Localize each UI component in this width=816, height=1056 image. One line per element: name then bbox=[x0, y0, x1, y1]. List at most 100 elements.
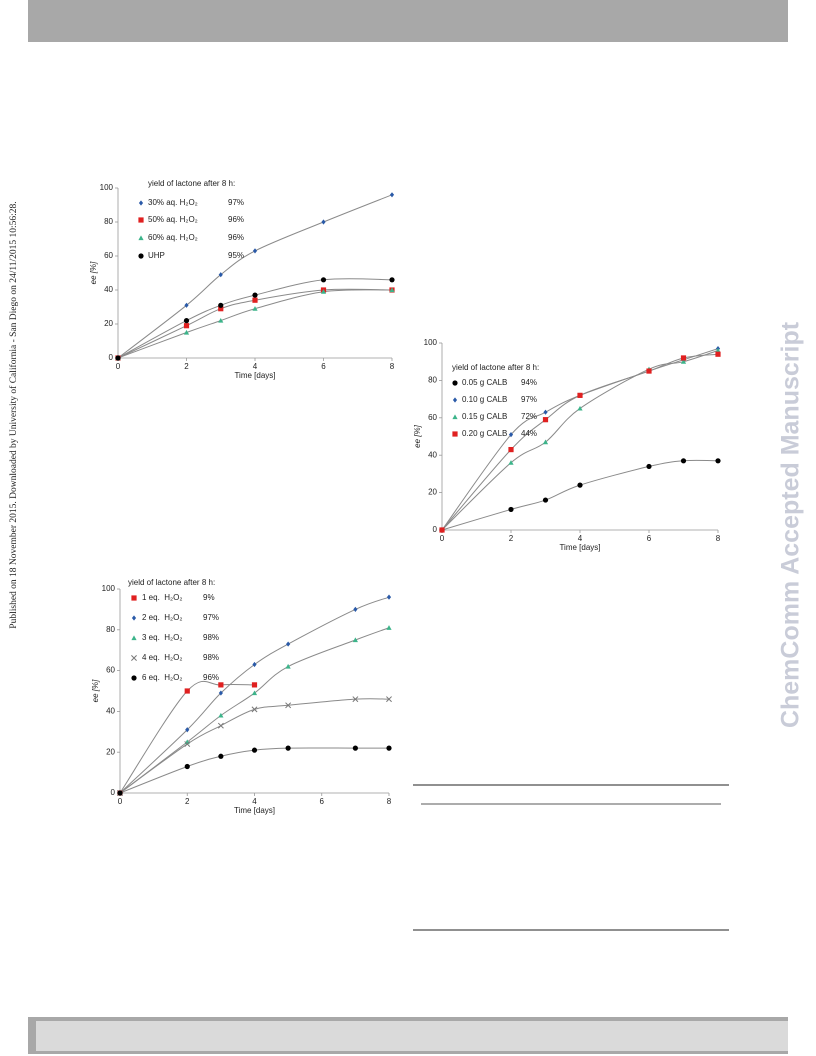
y-tick-label: 100 bbox=[100, 183, 114, 192]
legend-yield: 96% bbox=[228, 215, 244, 224]
x-tick-label: 6 bbox=[320, 797, 325, 806]
watermark: ChemComm Accepted Manuscript bbox=[777, 321, 805, 728]
legend-marker bbox=[131, 655, 137, 661]
marker bbox=[386, 625, 392, 630]
marker bbox=[252, 661, 257, 668]
x-tick-label: 6 bbox=[321, 362, 326, 371]
marker bbox=[184, 688, 190, 694]
x-axis-label: Time [days] bbox=[234, 806, 275, 815]
legend-marker bbox=[138, 200, 144, 206]
marker bbox=[352, 745, 358, 751]
legend-yield: 94% bbox=[521, 378, 537, 387]
y-tick-label: 20 bbox=[428, 488, 437, 497]
marker bbox=[715, 347, 721, 353]
marker bbox=[184, 741, 191, 747]
legend-marker bbox=[452, 380, 458, 386]
marker bbox=[218, 712, 224, 718]
x-tick-label: 4 bbox=[253, 362, 258, 371]
x-tick-label: 4 bbox=[252, 797, 257, 806]
legend-title: yield of lactone after 8 h: bbox=[452, 363, 539, 372]
marker bbox=[218, 690, 223, 696]
marker bbox=[251, 682, 258, 688]
marker bbox=[386, 745, 392, 751]
marker bbox=[389, 277, 395, 283]
marker bbox=[680, 355, 687, 361]
legend-label: 60% aq. H₂O₂ bbox=[148, 233, 198, 242]
y-tick-label: 60 bbox=[428, 413, 437, 422]
legend-label: 0.10 g CALB bbox=[462, 395, 507, 404]
marker bbox=[252, 292, 258, 298]
x-tick-label: 2 bbox=[509, 534, 514, 543]
legend-yield: 44% bbox=[521, 429, 537, 438]
marker bbox=[184, 763, 190, 770]
marker bbox=[508, 506, 514, 513]
legend-label: 0.05 g CALB bbox=[462, 378, 507, 387]
legend-marker bbox=[452, 397, 458, 403]
y-axis-label: ee [%] bbox=[89, 261, 98, 284]
legend-label: 6 eq. H₂O₂ bbox=[142, 673, 182, 682]
fit-curve bbox=[441, 348, 719, 531]
y-tick-label: 40 bbox=[104, 285, 113, 294]
legend-marker bbox=[452, 414, 458, 420]
marker bbox=[320, 277, 327, 283]
marker bbox=[286, 641, 291, 647]
marker bbox=[218, 306, 224, 312]
x-tick-label: 0 bbox=[116, 362, 121, 371]
legend-yield: 95% bbox=[228, 251, 244, 260]
download-note: Published on 18 November 2015. Downloade… bbox=[8, 201, 19, 628]
marker bbox=[285, 702, 292, 709]
x-tick-label: 8 bbox=[390, 362, 395, 371]
legend-label: 30% aq. H₂O₂ bbox=[148, 198, 198, 207]
legend-yield: 97% bbox=[228, 198, 244, 207]
marker bbox=[542, 417, 549, 423]
legend-yield: 96% bbox=[228, 233, 244, 242]
x-tick-label: 2 bbox=[184, 362, 189, 371]
marker bbox=[715, 458, 721, 464]
legend-title: yield of lactone after 8 h: bbox=[148, 179, 235, 188]
y-tick-label: 40 bbox=[106, 707, 115, 716]
marker bbox=[320, 289, 327, 294]
marker bbox=[251, 706, 258, 713]
y-tick-label: 0 bbox=[111, 788, 116, 797]
x-tick-label: 0 bbox=[440, 534, 445, 543]
legend-title: yield of lactone after 8 h: bbox=[128, 578, 215, 587]
marker bbox=[218, 753, 224, 759]
marker bbox=[680, 359, 687, 364]
marker bbox=[252, 297, 258, 303]
marker bbox=[386, 696, 392, 703]
marker bbox=[218, 318, 224, 323]
marker bbox=[218, 682, 224, 688]
marker bbox=[577, 482, 583, 488]
footer-inner bbox=[36, 1021, 788, 1051]
y-axis-label: ee [%] bbox=[91, 679, 100, 702]
marker bbox=[508, 446, 514, 453]
marker bbox=[542, 439, 549, 445]
legend-label: 50% aq. H₂O₂ bbox=[148, 215, 198, 224]
legend-yield: 96% bbox=[203, 673, 219, 682]
marker bbox=[218, 272, 223, 278]
marker bbox=[386, 594, 392, 600]
fit-curve bbox=[119, 680, 255, 794]
marker bbox=[183, 323, 190, 329]
y-tick-label: 100 bbox=[102, 584, 116, 593]
y-tick-label: 20 bbox=[106, 747, 115, 756]
legend-marker bbox=[131, 595, 137, 601]
y-axis-label: ee [%] bbox=[413, 424, 422, 447]
fit-curve bbox=[117, 289, 393, 359]
marker bbox=[251, 747, 258, 753]
marker bbox=[543, 409, 548, 415]
marker bbox=[352, 696, 359, 703]
x-tick-label: 2 bbox=[185, 797, 190, 806]
legend-marker bbox=[452, 431, 458, 437]
y-tick-label: 0 bbox=[433, 525, 438, 534]
marker bbox=[251, 690, 258, 696]
marker bbox=[252, 306, 258, 311]
marker bbox=[217, 722, 224, 729]
marker bbox=[646, 463, 652, 470]
fit-curve bbox=[117, 278, 393, 359]
marker bbox=[252, 248, 258, 254]
marker bbox=[389, 287, 395, 293]
marker bbox=[646, 368, 652, 374]
legend-marker bbox=[131, 635, 137, 641]
marker bbox=[508, 432, 514, 438]
